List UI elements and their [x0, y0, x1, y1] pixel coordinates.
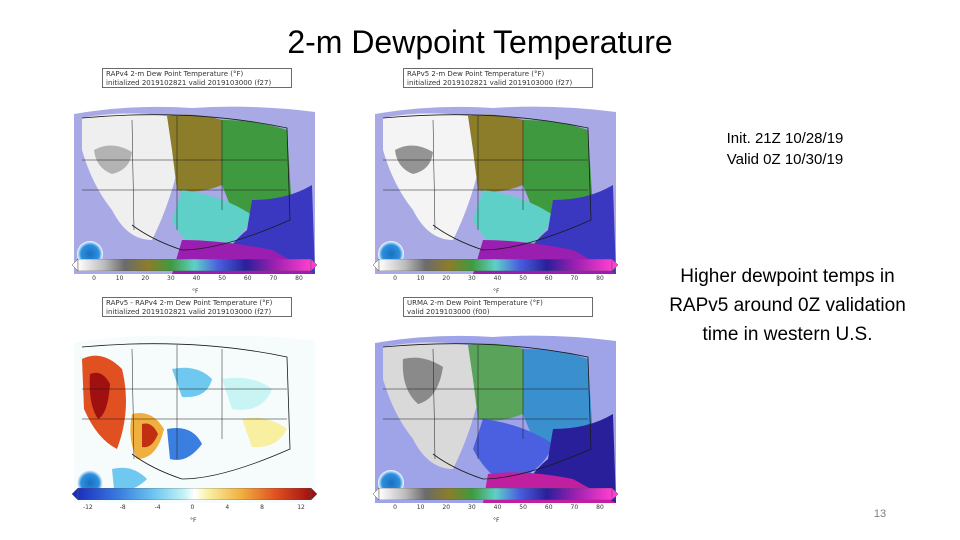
panel-header-title: RAPv5 2-m Dew Point Temperature (°F): [407, 70, 545, 78]
colorbar: [72, 259, 317, 271]
colorbar-tick: 60: [243, 275, 252, 282]
difference-map: [72, 319, 317, 503]
colorbar-tick: 0: [393, 504, 397, 511]
colorbar-unit: °F: [190, 517, 197, 524]
panel-header-title: RAPv5 - RAPv4 2-m Dew Point Temperature …: [106, 299, 273, 307]
colorbar-tick: 20: [442, 504, 451, 511]
colorbar-ticks: -12 -8 -4 0 4 8 12: [83, 504, 305, 514]
panel-header-times: initialized 2019102821 valid 2019103000 …: [407, 79, 573, 87]
colorbar-tick: -4: [154, 504, 161, 511]
colorbar-tick: 70: [570, 504, 579, 511]
colorbar-tick: 0: [393, 275, 397, 282]
colorbar-tick: -8: [119, 504, 126, 511]
dewpoint-map: [373, 90, 618, 274]
slide-title: 2-m Dewpoint Temperature: [287, 24, 673, 60]
colorbar-tick: 70: [570, 275, 579, 282]
colorbar-tick: 20: [141, 275, 150, 282]
panel-header-times: valid 2019103000 (f00): [407, 308, 490, 316]
page-number: 13: [873, 508, 887, 520]
colorbar-tick: 30: [468, 504, 476, 511]
valid-time: Valid 0Z 10/30/19: [726, 151, 844, 168]
colorbar-tick: 10: [416, 504, 425, 511]
panel-header-title: RAPv4 2-m Dew Point Temperature (°F): [106, 70, 244, 78]
conclusion-text: Higher dewpoint temps in RAPv5 around 0Z…: [645, 262, 930, 349]
colorbar-tick: 0: [92, 275, 96, 282]
colorbar-ticks: 0 10 20 30 40 50 60 70 80: [393, 275, 604, 285]
panel-header-times: initialized 2019102821 valid 2019103000 …: [106, 308, 272, 316]
colorbar: [72, 488, 317, 500]
panel-difference: RAPv5 - RAPv4 2-m Dew Point Temperature …: [72, 297, 322, 532]
colorbar-tick: 8: [260, 504, 265, 511]
init-valid-info: Init. 21Z 10/28/19 Valid 0Z 10/30/19: [665, 128, 905, 170]
colorbar-tick: 80: [295, 275, 303, 282]
colorbar-unit: °F: [493, 288, 500, 295]
colorbar: [373, 259, 618, 271]
colorbar-tick: 4: [225, 504, 230, 511]
conclusion-line: RAPv5 around 0Z validation: [669, 295, 906, 316]
panel-rapv4: RAPv4 2-m Dew Point Temperature (°F) ini…: [72, 68, 322, 303]
panel-header: URMA 2-m Dew Point Temperature (°F) vali…: [403, 297, 593, 317]
colorbar-ticks: 0 10 20 30 40 50 60 70 80: [92, 275, 303, 285]
colorbar-tick: 30: [167, 275, 175, 282]
colorbar-tick: 10: [416, 275, 425, 282]
colorbar-unit: °F: [493, 517, 500, 524]
colorbar-tick: 80: [596, 504, 604, 511]
colorbar-tick: -12: [82, 504, 93, 511]
colorbar-tick: 50: [519, 275, 527, 282]
colorbar-ticks: 0 10 20 30 40 50 60 70 80: [393, 504, 604, 514]
colorbar-tick: 40: [493, 504, 502, 511]
panel-header: RAPv4 2-m Dew Point Temperature (°F) ini…: [102, 68, 292, 88]
panel-header-times: initialized 2019102821 valid 2019103000 …: [106, 79, 272, 87]
colorbar-tick: 50: [519, 504, 527, 511]
conclusion-line: Higher dewpoint temps in: [680, 266, 895, 287]
conclusion-line: time in western U.S.: [702, 324, 873, 345]
colorbar-tick: 60: [544, 275, 553, 282]
colorbar-tick: 40: [493, 275, 502, 282]
colorbar: [373, 488, 618, 500]
panel-rapv5: RAPv5 2-m Dew Point Temperature (°F) ini…: [373, 68, 623, 303]
colorbar-tick: 20: [442, 275, 451, 282]
colorbar-tick: 70: [269, 275, 278, 282]
panel-urma: URMA 2-m Dew Point Temperature (°F) vali…: [373, 297, 623, 532]
dewpoint-map: [373, 319, 618, 503]
colorbar-tick: 50: [218, 275, 226, 282]
colorbar-tick: 60: [544, 504, 553, 511]
colorbar-tick: 40: [192, 275, 201, 282]
colorbar-tick: 30: [468, 275, 476, 282]
colorbar-tick: 12: [297, 504, 305, 511]
panel-header-title: URMA 2-m Dew Point Temperature (°F): [407, 299, 543, 307]
panel-header: RAPv5 2-m Dew Point Temperature (°F) ini…: [403, 68, 593, 88]
dewpoint-map: [72, 90, 317, 274]
colorbar-tick: 80: [596, 275, 604, 282]
colorbar-tick: 0: [190, 504, 195, 511]
colorbar-tick: 10: [115, 275, 124, 282]
panel-header: RAPv5 - RAPv4 2-m Dew Point Temperature …: [102, 297, 292, 317]
colorbar-unit: °F: [192, 288, 199, 295]
init-time: Init. 21Z 10/28/19: [726, 130, 844, 147]
